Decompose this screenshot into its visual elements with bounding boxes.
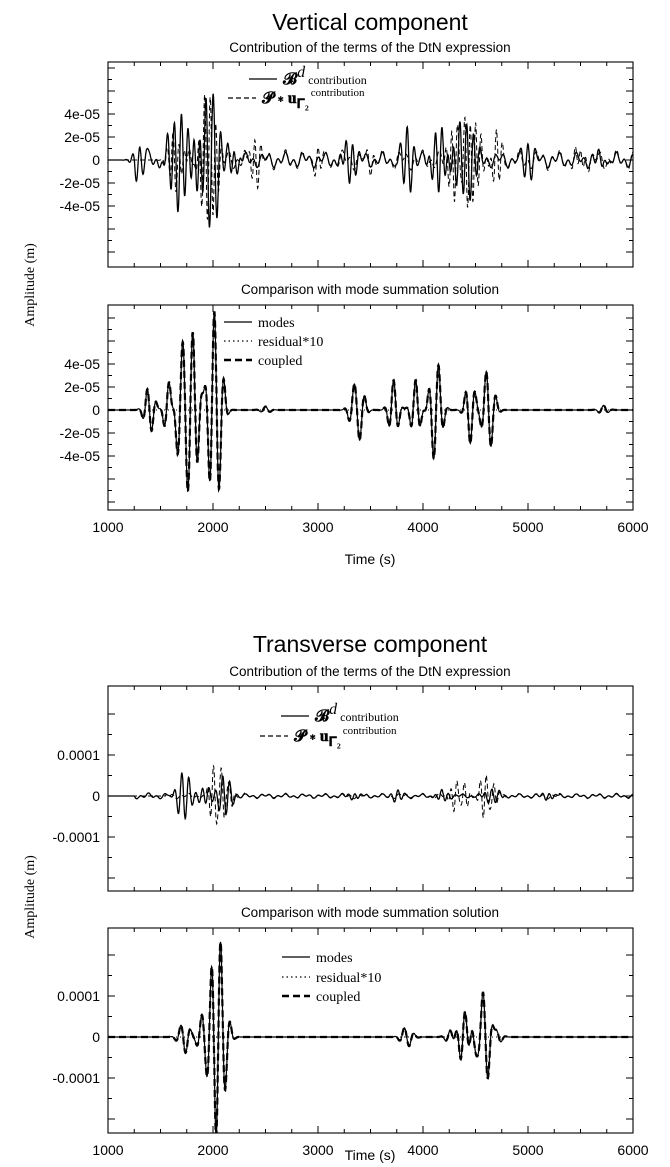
legend-text: contribution: [308, 73, 367, 87]
series-line-b-contribution: [108, 772, 633, 821]
y-tick-label: 0.0001: [57, 988, 100, 1004]
x-tick-label: 2000: [197, 519, 228, 535]
series-group: [108, 93, 633, 228]
x-tick-label: 5000: [512, 519, 543, 535]
legend-label: 𝓟 ∗ 𝐮𝚪₂contribution: [261, 87, 365, 111]
y-tick-label: 0: [92, 152, 100, 168]
legend-symbol: 𝓟 ∗ 𝐮: [293, 728, 329, 745]
y-tick-label: 2e-05: [64, 379, 100, 395]
y-tick-label: 0: [92, 402, 100, 418]
vertical-title: Vertical component: [272, 9, 468, 35]
legend-text: contribution: [343, 725, 397, 737]
y-tick-label: -4e-05: [60, 198, 101, 214]
y-tick-label: -2e-05: [60, 425, 101, 441]
series-line-p-contribution: [108, 765, 633, 826]
legend-label: residual*10: [258, 335, 323, 350]
y-tick-label: 4e-05: [64, 106, 100, 122]
series-group: [108, 311, 633, 494]
y-tick-label: 4e-05: [64, 356, 100, 372]
x-tick-label: 1000: [92, 1142, 123, 1158]
x-tick-label: 4000: [407, 519, 438, 535]
y-tick-label: 0: [92, 1029, 100, 1045]
legend-symbol: 𝓟 ∗ 𝐮: [261, 90, 297, 107]
legend-superscript: d: [297, 64, 306, 81]
series-line-b-contribution: [108, 93, 633, 228]
vertical-ylabel: Amplitude (m): [23, 243, 38, 327]
legend-label: modes: [258, 316, 295, 331]
transverse-ylabel: Amplitude (m): [23, 855, 38, 939]
legend-symbol: 𝓑: [282, 71, 298, 88]
series-line-coupled: [108, 941, 633, 1133]
legend-label: 𝓑d contribution: [314, 701, 399, 725]
legend-label: residual*10: [316, 971, 381, 986]
x-tick-label: 2000: [197, 1142, 228, 1158]
y-tick-label: 0.0001: [57, 747, 100, 763]
series-line-coupled: [108, 311, 633, 494]
x-tick-label: 6000: [617, 519, 648, 535]
x-tick-label: 4000: [407, 1142, 438, 1158]
vertical-panel1-subtitle: Contribution of the terms of the DtN exp…: [229, 40, 510, 55]
legend-text: contribution: [311, 87, 365, 99]
y-tick-label: -0.0001: [53, 1070, 101, 1086]
x-tick-label: 6000: [617, 1142, 648, 1158]
x-tick-label: 5000: [512, 1142, 543, 1158]
series-group: [108, 941, 633, 1133]
y-tick-label: -2e-05: [60, 175, 101, 191]
transverse-panel2-subtitle: Comparison with mode summation solution: [241, 905, 499, 920]
y-tick-label: -0.0001: [53, 829, 101, 845]
legend-label: modes: [316, 951, 353, 966]
legend-superscript: d: [329, 701, 338, 718]
legend-subscript: 𝚪₂: [329, 734, 341, 749]
transverse-xlabel: Time (s): [345, 1147, 396, 1163]
series-group: [108, 765, 633, 826]
y-tick-label: 2e-05: [64, 129, 100, 145]
y-tick-label: -4e-05: [60, 448, 101, 464]
vertical-comparison-panel: 4e-05 2e-05 0 -2e-05 -4e-05 1000 2000 3000 4000 5…: [60, 304, 649, 535]
legend-symbol: 𝓑: [314, 708, 330, 725]
vertical-panel2-subtitle: Comparison with mode summation solution: [241, 282, 499, 297]
vertical-xlabel: Time (s): [345, 551, 396, 567]
legend-subscript: 𝚪₂: [297, 96, 309, 111]
transverse-panel1-subtitle: Contribution of the terms of the DtN exp…: [229, 664, 510, 679]
legend-label: coupled: [316, 990, 360, 1005]
legend-label: coupled: [258, 354, 302, 369]
legend-label: 𝓑d contribution: [282, 64, 367, 88]
transverse-title: Transverse component: [253, 631, 488, 657]
x-tick-label: 3000: [302, 519, 333, 535]
x-tick-label: 3000: [302, 1142, 333, 1158]
legend-label: 𝓟 ∗ 𝐮𝚪₂contribution: [293, 725, 397, 749]
y-tick-label: 0: [92, 788, 100, 804]
x-tick-label: 1000: [92, 519, 123, 535]
transverse-comparison-panel: 0.0001 0 -0.0001 1000 2000 3000 4000 5000 6000 mo…: [53, 927, 649, 1158]
legend-text: contribution: [340, 710, 399, 724]
